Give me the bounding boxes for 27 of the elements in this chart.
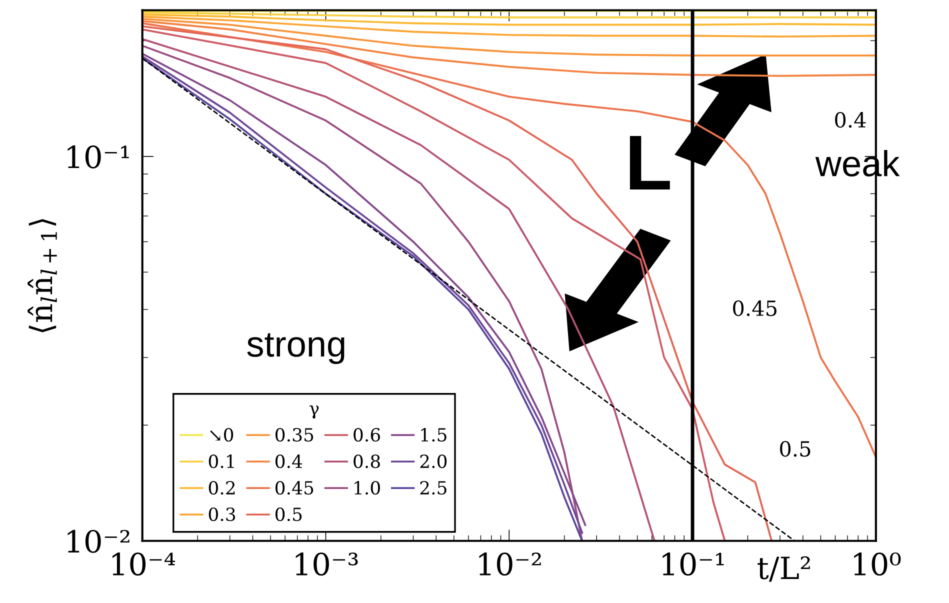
legend-label: 0.8 <box>354 454 380 468</box>
legend-label: 0.3 <box>208 507 236 522</box>
x-tick-label: 10⁰ <box>854 552 901 576</box>
x-tick-label: 10⁻¹ <box>662 552 724 576</box>
legend-label: 2.5 <box>420 480 446 495</box>
legend-label: 0.45 <box>276 480 314 495</box>
x-tick-label: 10⁻³ <box>296 552 358 576</box>
x-tick-label: 10⁻⁴ <box>112 552 176 576</box>
annotation: 0.5 <box>780 440 810 457</box>
legend-label: 0.2 <box>208 480 235 495</box>
x-tick-label: 10⁻² <box>479 552 541 576</box>
legend-label: 2.0 <box>420 454 447 468</box>
legend-label: 0.6 <box>354 428 380 442</box>
annotation: 0.4 <box>835 112 866 128</box>
y-axis-title: ⟨n̂$_{l}$n̂$_{l+1}$⟩ <box>28 219 57 332</box>
legend-label: 0.4 <box>276 454 302 468</box>
legend-title: γ <box>309 405 319 419</box>
legend-label: 1.5 <box>421 428 446 442</box>
legend-label: 0.5 <box>276 507 302 522</box>
annotation: 0.45 <box>733 300 776 316</box>
legend-label: 1.0 <box>354 480 380 495</box>
legend-label: 0.1 <box>208 454 234 468</box>
annotation: L <box>630 136 670 190</box>
legend-label: ↘0 <box>210 428 234 442</box>
annotation: strong <box>247 333 344 364</box>
x-axis-title: t/L² <box>758 556 810 582</box>
legend-label: 0.35 <box>276 428 314 442</box>
